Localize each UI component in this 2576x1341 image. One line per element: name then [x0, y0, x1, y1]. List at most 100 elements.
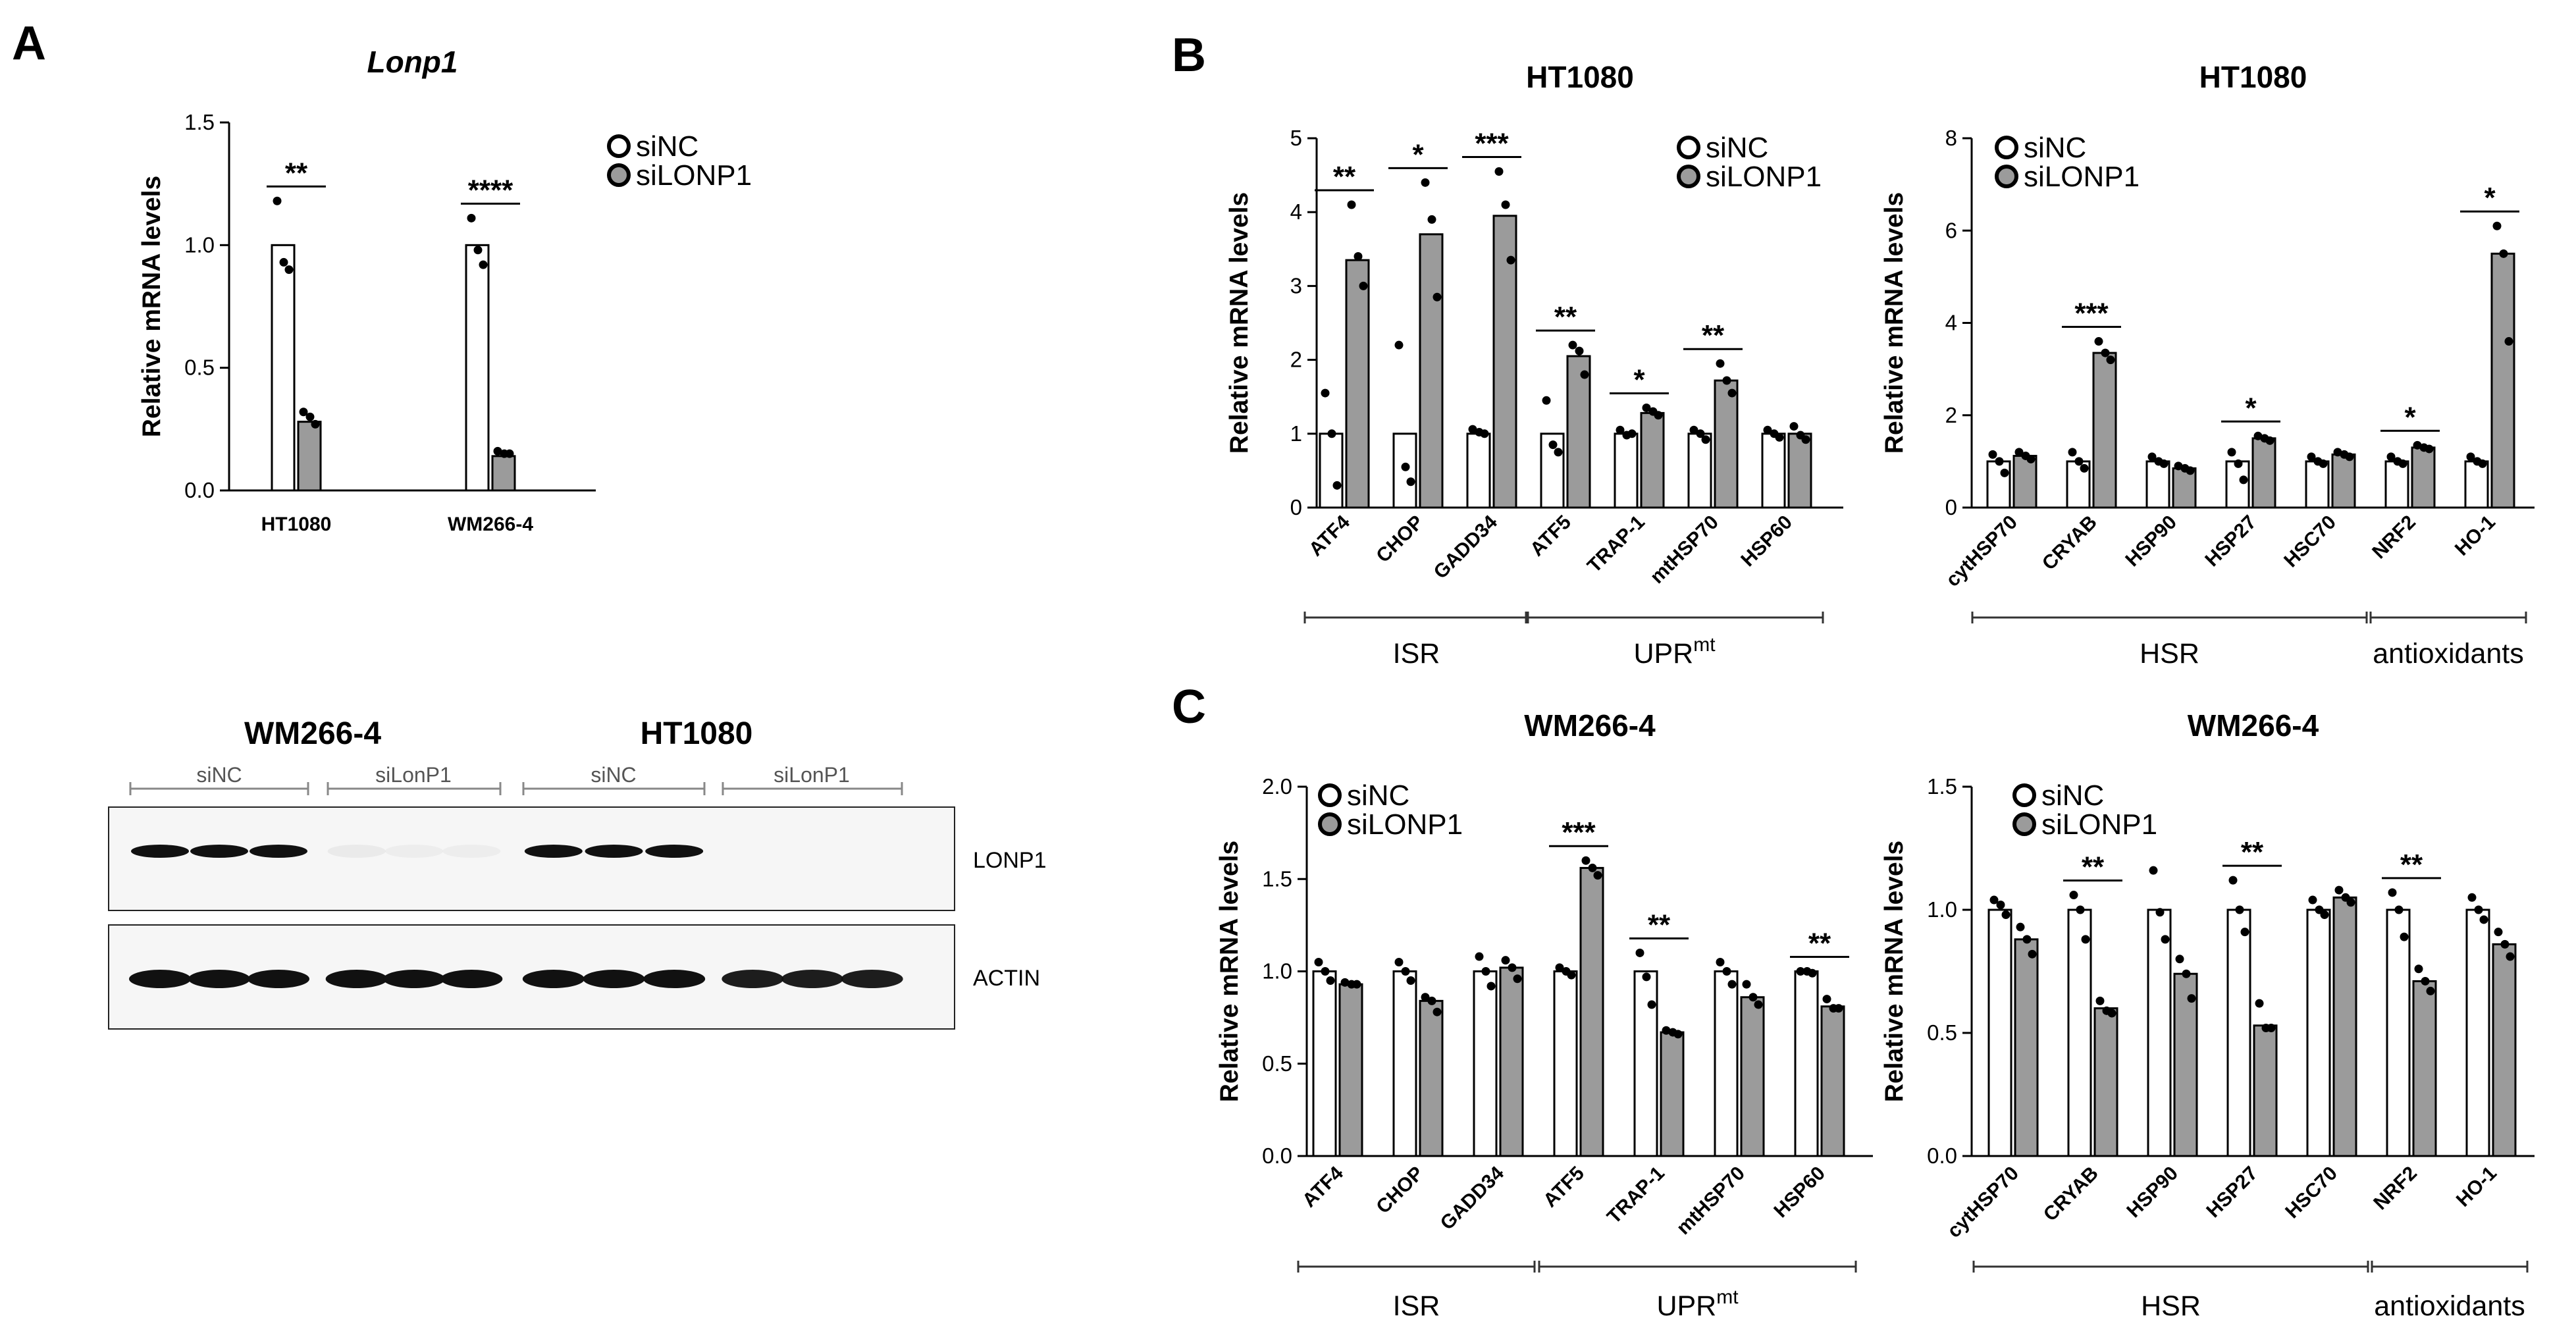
significance-label-b1: ** — [1333, 161, 1356, 193]
chart-title-a: Lonp1 — [367, 45, 458, 79]
bar-sinc-c1 — [1312, 970, 1337, 1157]
data-point-silonp1-b2 — [2106, 355, 2115, 365]
data-point-sinc-c1 — [1475, 952, 1484, 961]
data-point-silonp1-a — [505, 449, 514, 458]
y-tick-label-a: 0.5 — [184, 355, 215, 380]
bar-sinc-c2 — [2226, 908, 2251, 1157]
data-point-silonp1-c2 — [2255, 999, 2264, 1008]
data-point-silonp1-b1 — [1642, 404, 1651, 413]
data-point-silonp1-c1 — [1508, 963, 1517, 972]
y-tick-label-b2: 4 — [1945, 311, 1957, 335]
category-label-b1: GADD34 — [1430, 511, 1502, 583]
data-point-silonp1-b1 — [1501, 200, 1510, 209]
category-label-c2: CRYAB — [2039, 1163, 2103, 1226]
data-point-sinc-b2 — [1995, 457, 2004, 466]
y-axis-label-a: Relative mRNA levels — [138, 176, 166, 437]
data-point-silonp1-c1 — [1742, 980, 1751, 989]
y-tick-label-c2: 0.0 — [1927, 1144, 1957, 1168]
data-point-sinc-b2 — [2234, 459, 2243, 468]
category-label-b1: HSP60 — [1737, 512, 1797, 571]
bar-sinc-c2 — [2147, 908, 2172, 1157]
data-point-silonp1-c1 — [1433, 1007, 1442, 1016]
bar-silonp1-b1 — [1566, 355, 1591, 509]
data-point-silonp1-b1 — [1494, 167, 1504, 176]
bar-silonp1-c2 — [2412, 980, 2437, 1157]
band-lonp1 — [190, 845, 248, 858]
bar-silonp1-c1 — [1740, 996, 1765, 1157]
y-tick-label-a: 1.0 — [184, 232, 215, 257]
band-actin — [583, 970, 645, 988]
band-actin — [129, 970, 191, 988]
data-point-silonp1-b2 — [2253, 431, 2263, 440]
data-point-sinc-c2 — [2228, 876, 2238, 885]
category-label-b2: cytHSP70 — [1942, 512, 2022, 591]
category-label-a: WM266-4 — [448, 513, 533, 535]
lane-brackets — [129, 782, 903, 795]
group-label-b1: ISR — [1393, 638, 1440, 670]
data-point-sinc-b2 — [2227, 448, 2236, 457]
protein-label-lonp1: LONP1 — [973, 848, 1047, 873]
data-point-sinc-b2 — [2239, 475, 2248, 485]
bar-silonp1-c1 — [1499, 966, 1524, 1157]
data-point-sinc-c1 — [1481, 967, 1490, 976]
bar-silonp1-c1 — [1419, 999, 1444, 1157]
data-point-silonp1-b1 — [1801, 435, 1810, 444]
data-point-sinc-c2 — [2479, 915, 2488, 924]
data-point-sinc-b1 — [1627, 429, 1637, 438]
data-point-silonp1-b1 — [1427, 215, 1436, 224]
data-point-sinc-c1 — [1647, 1000, 1656, 1009]
legend-label-silonp1-c2: siLONP1 — [2041, 808, 2157, 841]
y-tick-label-b1: 3 — [1290, 273, 1302, 298]
data-point-silonp1-b1 — [1789, 422, 1799, 431]
data-point-silonp1-b2 — [2101, 348, 2110, 357]
group-label-c1: ISR — [1393, 1290, 1440, 1322]
data-point-sinc-b2 — [1988, 450, 1997, 459]
category-label-b2: CRYAB — [2038, 512, 2101, 575]
y-tick-label-c2: 1.0 — [1927, 897, 1957, 922]
data-point-sinc-b1 — [1401, 462, 1410, 471]
band-actin — [188, 970, 250, 988]
bar-silonp1-b1 — [1714, 379, 1739, 509]
data-point-sinc-c2 — [2235, 905, 2244, 914]
chart-title-b1: HT1080 — [1526, 60, 1634, 94]
data-point-sinc-a — [473, 246, 483, 255]
category-label-c2: cytHSP70 — [1943, 1163, 2023, 1242]
band-actin — [841, 970, 903, 988]
data-point-silonp1-b2 — [2014, 448, 2024, 457]
data-point-silonp1-b2 — [2492, 221, 2502, 230]
chart-title-c1: WM266-4 — [1524, 708, 1656, 743]
bar-silonp1-b1 — [1640, 411, 1665, 509]
data-point-sinc-b2 — [2159, 459, 2169, 468]
data-point-sinc-c2 — [2069, 891, 2078, 900]
data-point-sinc-c2 — [2161, 935, 2170, 944]
data-point-silonp1-b1 — [1575, 346, 1584, 355]
chart-title-b2: HT1080 — [2199, 60, 2307, 94]
y-axis-label-c1: Relative mRNA levels — [1215, 841, 1244, 1102]
bar-silonp1-b1 — [1345, 259, 1370, 509]
bar-sinc-b2 — [2384, 460, 2409, 509]
data-point-sinc-b1 — [1480, 429, 1489, 438]
blot-cell-line-ht1080: HT1080 — [641, 716, 753, 751]
data-point-silonp1-c2 — [2334, 885, 2344, 895]
category-label-b2: HSC70 — [2280, 512, 2340, 572]
category-label-c2: NRF2 — [2369, 1163, 2421, 1215]
y-tick-label-c1: 0.5 — [1262, 1051, 1292, 1076]
category-label-b2: HSP27 — [2201, 512, 2261, 571]
data-point-sinc-c2 — [2400, 932, 2409, 941]
data-point-sinc-a — [273, 196, 282, 205]
data-point-silonp1-c2 — [2414, 964, 2423, 974]
data-point-silonp1-c1 — [1593, 871, 1602, 880]
data-point-silonp1-b1 — [1347, 200, 1356, 209]
data-point-silonp1-c2 — [2182, 969, 2191, 978]
significance-label-b1: * — [1633, 364, 1645, 396]
data-point-sinc-b1 — [1696, 429, 1705, 438]
data-point-silonp1-b2 — [2333, 448, 2342, 457]
bar-silonp1-b1 — [1419, 233, 1444, 509]
significance-label-c2: ** — [2082, 851, 2105, 883]
category-label-c1: GADD34 — [1436, 1162, 1509, 1234]
group-label-c2: HSR — [2141, 1290, 2201, 1322]
significance-label-c2: ** — [2241, 836, 2264, 868]
category-label-b1: ATF4 — [1305, 511, 1354, 560]
data-point-sinc-b1 — [1394, 340, 1404, 350]
data-point-sinc-a — [467, 213, 476, 223]
